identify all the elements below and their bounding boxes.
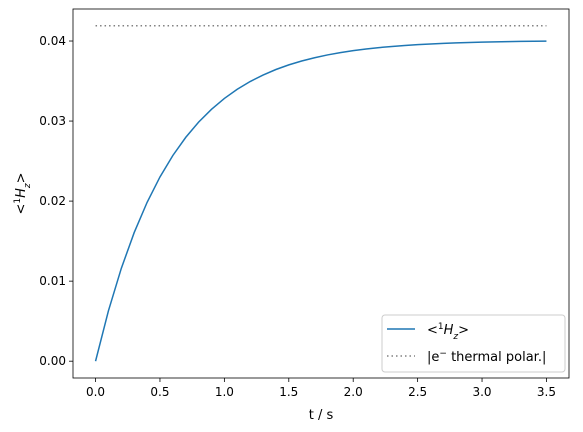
- y-label-open: <: [14, 204, 29, 215]
- legend2-sup: −: [439, 349, 447, 359]
- series-line-hz: [94, 40, 547, 362]
- axes-frame: [72, 8, 570, 379]
- y-tick-label: 0.04: [39, 34, 66, 48]
- legend-label-hz: <1Hz>: [427, 322, 469, 342]
- legend1-sup: 1: [438, 322, 444, 332]
- x-ticks: 0.0 0.5 1.0 1.5 2.0 2.5 3.0 3.5: [86, 378, 556, 399]
- y-label-close: >: [14, 172, 29, 183]
- legend1-pre: <: [427, 323, 438, 338]
- legend1-sub: z: [452, 332, 458, 342]
- y-label-sup: 1: [13, 198, 23, 204]
- x-tick-label: 1.5: [279, 385, 298, 399]
- legend: <1Hz> |e− thermal polar.|: [381, 314, 566, 373]
- y-ticks: 0.00 0.01 0.02 0.03 0.04: [39, 34, 73, 368]
- x-tick-label: 2.0: [344, 385, 363, 399]
- y-label-sub: z: [23, 183, 33, 189]
- y-label-h: H: [14, 188, 29, 198]
- series-layer: [94, 25, 547, 362]
- x-axis-label: t / s: [309, 408, 334, 423]
- legend-box: [381, 314, 566, 373]
- x-tick-label: 0.5: [150, 385, 169, 399]
- y-tick-label: 0.00: [39, 354, 66, 368]
- y-tick-label: 0.01: [39, 274, 66, 288]
- legend1-post: >: [458, 323, 469, 338]
- x-tick-label: 0.0: [86, 385, 105, 399]
- legend1-h: H: [444, 323, 454, 338]
- x-tick-label: 2.5: [408, 385, 427, 399]
- x-tick-label: 1.0: [215, 385, 234, 399]
- legend2-post: thermal polar.|: [447, 350, 546, 365]
- x-tick-label: 3.5: [537, 385, 556, 399]
- legend-label-thermal: |e− thermal polar.|: [427, 349, 546, 365]
- y-tick-label: 0.02: [39, 194, 66, 208]
- x-tick-label: 3.0: [472, 385, 491, 399]
- legend2-pre: |e: [427, 350, 439, 365]
- y-tick-label: 0.03: [39, 114, 66, 128]
- y-axis-label: <1Hz>: [13, 172, 33, 214]
